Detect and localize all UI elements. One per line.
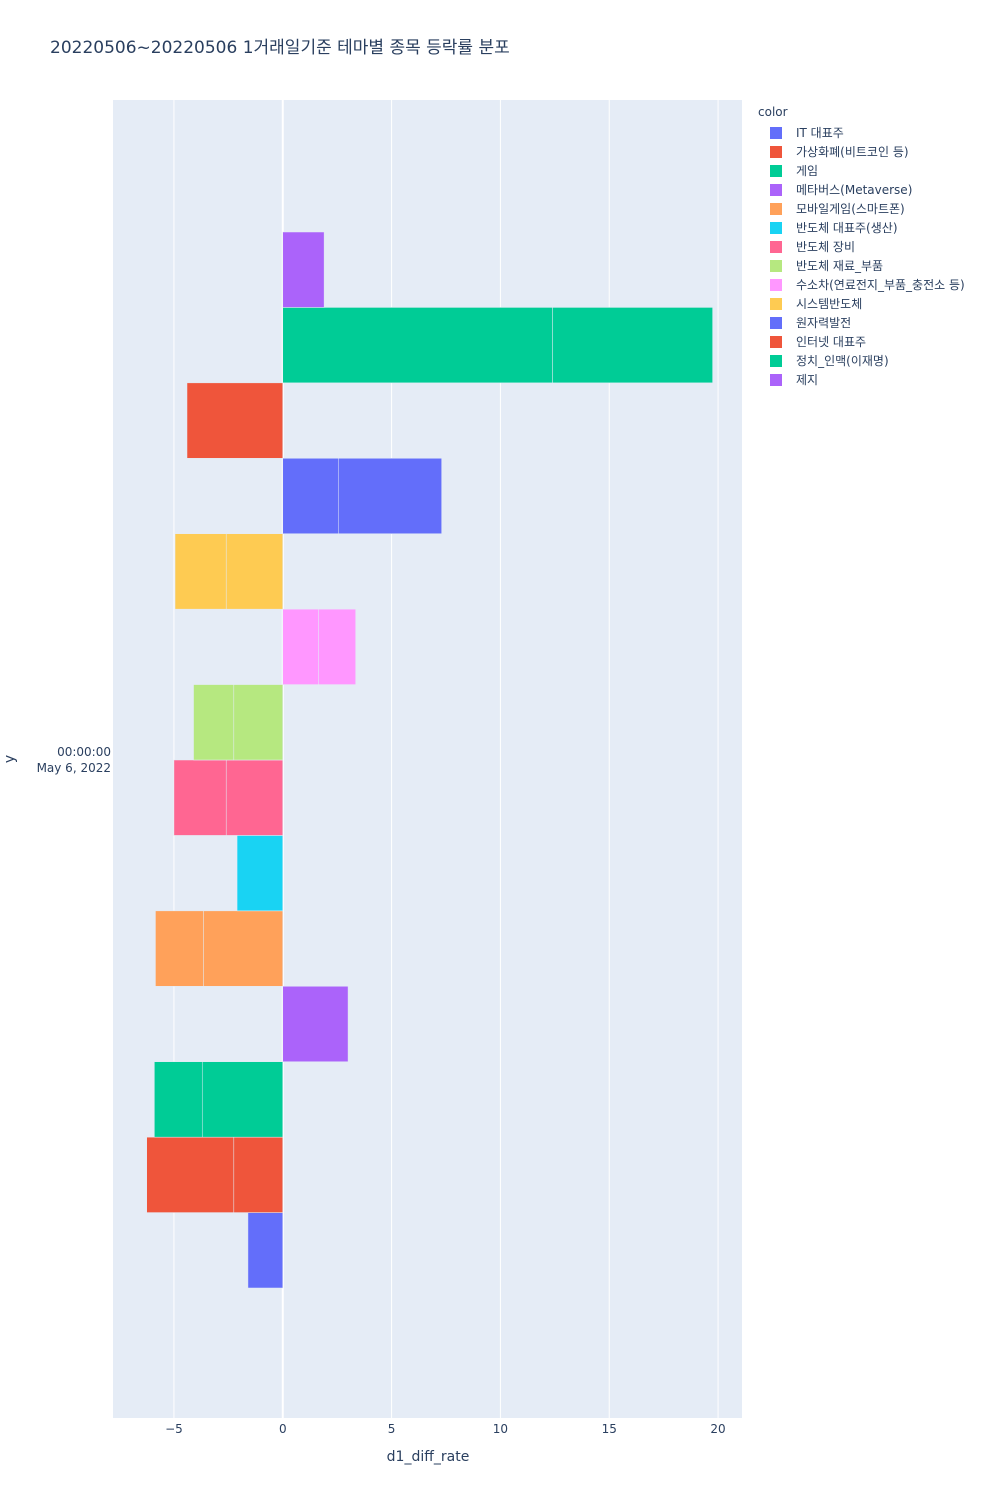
legend-label: 제지 bbox=[796, 373, 819, 387]
bar-segment bbox=[282, 307, 553, 384]
bar-segment bbox=[318, 608, 356, 685]
legend-swatch bbox=[770, 221, 782, 234]
bar-segment bbox=[155, 910, 204, 987]
chart-title: 20220506~20220506 1거래일기준 테마별 종목 등락률 분포 bbox=[50, 38, 510, 58]
legend-item[interactable]: 메타버스(Metaverse) bbox=[758, 180, 965, 199]
bar-segment bbox=[225, 533, 284, 610]
legend-item[interactable]: 수소차(연료전지_부품_충전소 등) bbox=[758, 275, 965, 294]
x-tick-label: −5 bbox=[165, 1422, 183, 1436]
legend-swatch bbox=[770, 373, 782, 386]
legend-label: 수소차(연료전지_부품_충전소 등) bbox=[796, 278, 965, 292]
bar-segment bbox=[193, 684, 235, 761]
bar-segment bbox=[552, 307, 713, 384]
legend-swatch bbox=[770, 278, 782, 291]
y-tick-label-date: May 6, 2022 bbox=[37, 761, 111, 775]
bar-segment bbox=[282, 608, 319, 685]
legend-swatch bbox=[770, 183, 782, 196]
bar-segment bbox=[282, 986, 349, 1062]
legend-item[interactable]: 반도체 장비 bbox=[758, 237, 965, 256]
x-tick-label: 20 bbox=[710, 1422, 725, 1436]
legend-label: 메타버스(Metaverse) bbox=[796, 183, 913, 197]
legend-item[interactable]: 반도체 대표주(생산) bbox=[758, 218, 965, 237]
x-tick-label: 0 bbox=[279, 1422, 287, 1436]
bar-segment bbox=[233, 1136, 284, 1213]
legend-item[interactable]: 인터넷 대표주 bbox=[758, 332, 965, 351]
legend-label: 시스템반도체 bbox=[796, 297, 863, 311]
x-tick-label: 10 bbox=[493, 1422, 508, 1436]
bar-segment bbox=[247, 1212, 284, 1289]
legend-title: color bbox=[758, 105, 788, 119]
bars bbox=[146, 231, 713, 1289]
legend-label: 가상화폐(비트코인 등) bbox=[796, 145, 909, 159]
legend-swatch bbox=[770, 164, 782, 177]
legend-item[interactable]: 정치_인맥(이재명) bbox=[758, 351, 965, 370]
bar-segment bbox=[154, 1061, 203, 1138]
legend-swatch bbox=[770, 240, 782, 253]
legend-label: 반도체 재료_부품 bbox=[796, 259, 884, 273]
legend-swatch bbox=[770, 354, 782, 367]
y-axis-title: y bbox=[2, 755, 18, 763]
x-tick-label: 15 bbox=[602, 1422, 617, 1436]
legend-label: 모바일게임(스마트폰) bbox=[796, 202, 905, 216]
legend-item[interactable]: 반도체 재료_부품 bbox=[758, 256, 965, 275]
bar-segment bbox=[338, 458, 442, 534]
legend-label: 반도체 대표주(생산) bbox=[796, 221, 898, 235]
legend-swatch bbox=[770, 126, 782, 139]
bar-segment bbox=[225, 759, 284, 836]
legend-swatch bbox=[770, 259, 782, 272]
legend-label: 게임 bbox=[796, 164, 819, 178]
x-tick-label: 5 bbox=[388, 1422, 396, 1436]
legend-item[interactable]: 모바일게임(스마트폰) bbox=[758, 199, 965, 218]
bar-segment bbox=[282, 458, 339, 534]
bar-segment bbox=[186, 382, 284, 459]
y-tick-label-time: 00:00:00 bbox=[57, 745, 111, 759]
legend-label: IT 대표주 bbox=[796, 126, 844, 140]
legend-item[interactable]: IT 대표주 bbox=[758, 123, 965, 142]
legend-swatch bbox=[770, 297, 782, 310]
bar-segment bbox=[173, 759, 227, 836]
legend-label: 정치_인맥(이재명) bbox=[796, 354, 889, 368]
legend-swatch bbox=[770, 202, 782, 215]
bar-segment bbox=[174, 533, 227, 610]
x-tick-labels: −5 0 5 10 15 20 bbox=[165, 1422, 726, 1436]
bar-segment bbox=[236, 835, 284, 912]
bar-segment bbox=[203, 910, 284, 987]
bar-segment bbox=[233, 684, 284, 761]
bar-segment bbox=[201, 1061, 284, 1138]
x-axis-title: d1_diff_rate bbox=[387, 1449, 470, 1465]
legend-label: 인터넷 대표주 bbox=[796, 335, 867, 349]
bar-segment bbox=[282, 231, 325, 308]
legend-item[interactable]: 시스템반도체 bbox=[758, 294, 965, 313]
legend-label: 원자력발전 bbox=[796, 316, 852, 330]
legend-swatch bbox=[770, 316, 782, 329]
legend-item[interactable]: 제지 bbox=[758, 370, 965, 389]
legend-item[interactable]: 게임 bbox=[758, 161, 965, 180]
legend-item[interactable]: 원자력발전 bbox=[758, 313, 965, 332]
legend-swatch bbox=[770, 335, 782, 348]
legend-item[interactable]: 가상화폐(비트코인 등) bbox=[758, 142, 965, 161]
bar-segment bbox=[146, 1136, 235, 1213]
legend-label: 반도체 장비 bbox=[796, 240, 856, 254]
legend-swatch bbox=[770, 145, 782, 158]
